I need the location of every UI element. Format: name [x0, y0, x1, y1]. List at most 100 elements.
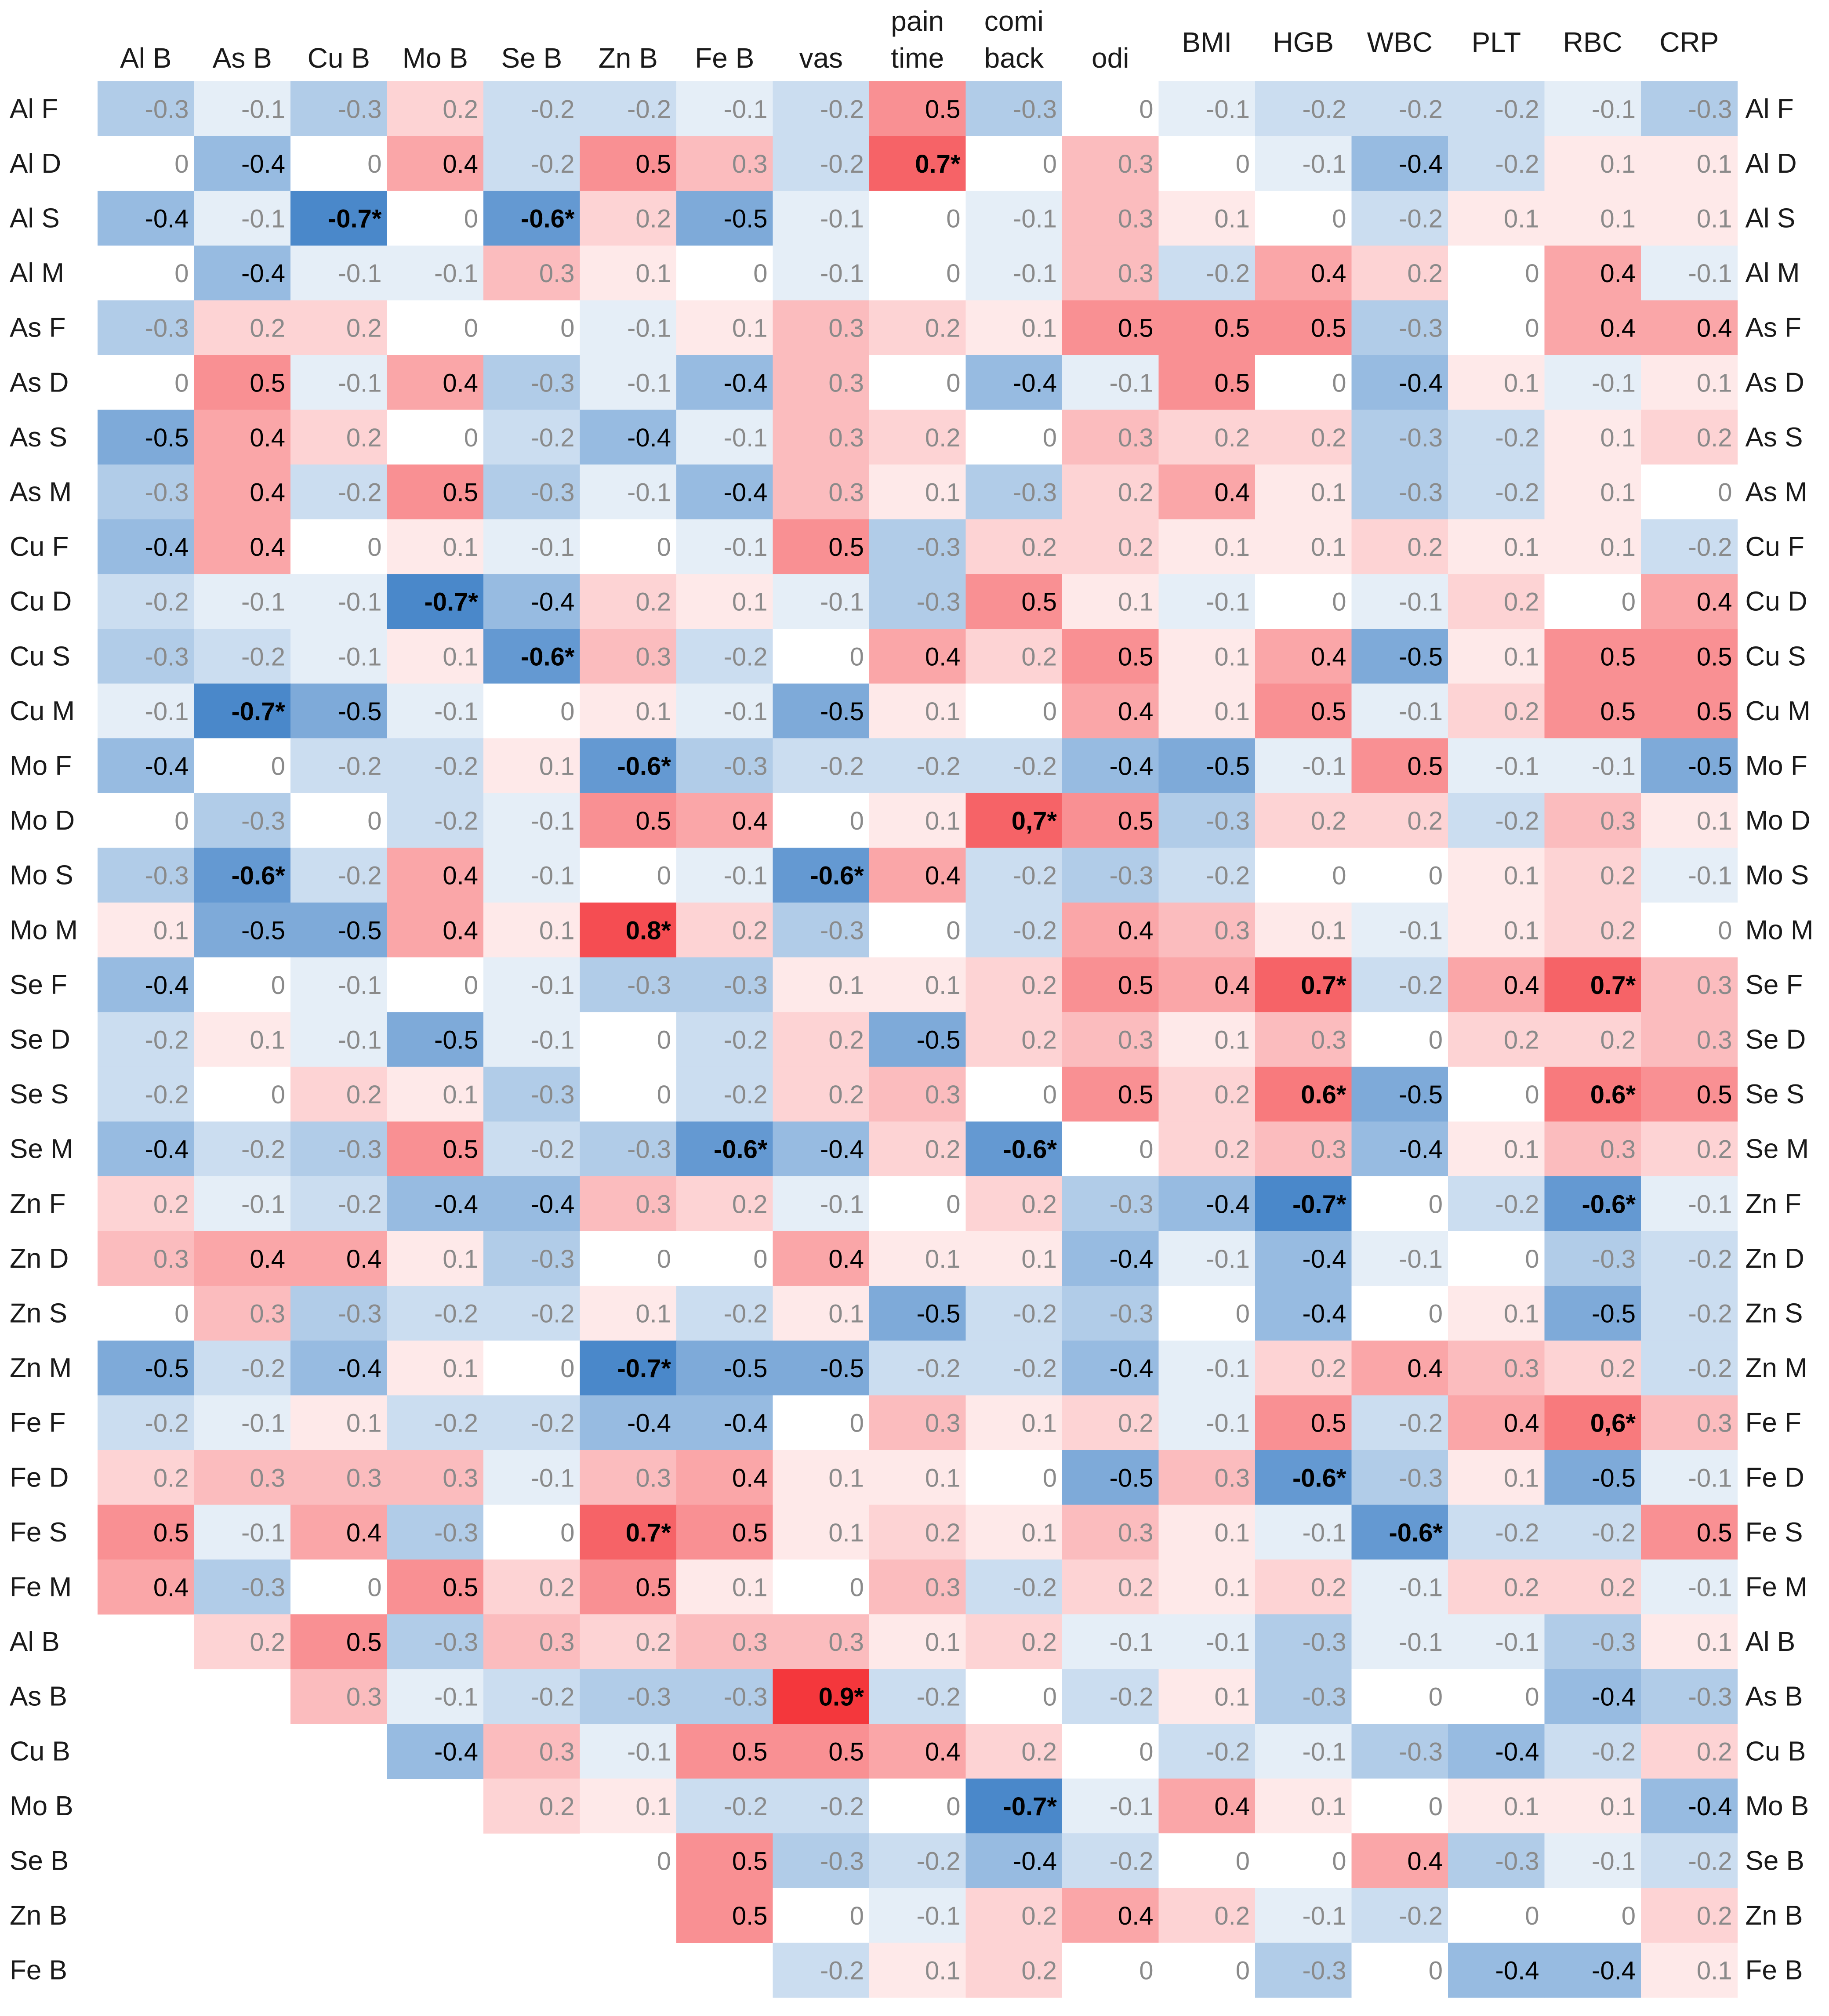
- cell-value: -0.5: [724, 1354, 768, 1383]
- cell-value: -0.2: [917, 752, 961, 781]
- heatmap-cell: [773, 355, 870, 410]
- heatmap-cell: [483, 1450, 581, 1505]
- heatmap-cell: [1448, 519, 1545, 574]
- heatmap-cell: [1062, 1450, 1159, 1505]
- cell-value: 0.4: [1214, 971, 1250, 1000]
- cell-value: -0.4: [1303, 1300, 1346, 1328]
- cell-value: -0.3: [627, 971, 671, 1000]
- cell-value: 0.5: [1311, 1409, 1346, 1438]
- heatmap-cell: [290, 191, 388, 246]
- cell-value: 0.1: [1697, 150, 1732, 178]
- heatmap-cell: [1062, 683, 1159, 739]
- heatmap-cell: [773, 136, 870, 191]
- heatmap-cell: [1351, 1340, 1448, 1396]
- heatmap-cell: [1255, 245, 1352, 301]
- cell-value: 0.1: [443, 1245, 478, 1273]
- heatmap-cell: [676, 738, 773, 794]
- heatmap-cell: [483, 1066, 581, 1122]
- cell-value: -0.4: [1399, 1135, 1443, 1164]
- cell-value: -0.3: [1303, 1683, 1346, 1711]
- heatmap-cell: [483, 1012, 581, 1067]
- heatmap-cell: [1158, 1669, 1256, 1724]
- heatmap-cell: [869, 1176, 966, 1232]
- heatmap-cell: [483, 957, 581, 1012]
- heatmap-cells: -0.3 -0.1 -0.3 0.2 -0.2 -0.2 -0.1 -0.2 0.5 -0.3 0 -…: [98, 81, 1738, 1998]
- heatmap-cell: [1351, 191, 1448, 246]
- cell-value: -0.1: [1592, 752, 1636, 781]
- cell-value: -0.2: [241, 1354, 285, 1383]
- heatmap-cell: [387, 1614, 484, 1669]
- cell-value: 0.2: [635, 205, 671, 233]
- cell-value: -0.1: [1399, 1574, 1443, 1602]
- heatmap-cell: [773, 1559, 870, 1615]
- heatmap-cell: [1062, 355, 1159, 410]
- cell-value: -0.5: [1592, 1300, 1636, 1328]
- heatmap-cell: [194, 738, 291, 794]
- cell-value: 0.4: [443, 369, 478, 397]
- heatmap-cell: [1158, 1121, 1256, 1177]
- cell-value: -0.2: [145, 588, 189, 616]
- cell-value: -0.1: [1495, 1628, 1539, 1657]
- heatmap-cell: [580, 1176, 677, 1232]
- heatmap-cell: [290, 957, 388, 1012]
- heatmap-cell: [483, 464, 581, 520]
- cell-value: 0.4: [1118, 1902, 1154, 1930]
- heatmap-cell: [1544, 464, 1641, 520]
- heatmap-cell: [1062, 245, 1159, 301]
- cell-value: 0: [1525, 1081, 1539, 1109]
- cell-value: -0.4: [531, 588, 575, 616]
- heatmap-cell: [580, 1833, 677, 1889]
- cell-value: 0: [1429, 1683, 1443, 1711]
- heatmap-cell: [1158, 1505, 1256, 1560]
- cell-value: -0.2: [1399, 1902, 1443, 1930]
- cell-value: 0: [464, 205, 478, 233]
- cell-value: -0.5: [1399, 1081, 1443, 1109]
- cell-value: 0.2: [1697, 1737, 1732, 1766]
- heatmap-cell: [194, 245, 291, 301]
- heatmap-cell: [194, 1505, 291, 1560]
- cell-value: 0: [850, 1902, 864, 1930]
- row-label-right-mo-b: Mo B: [1746, 1791, 1809, 1821]
- heatmap-cell: [1641, 1833, 1738, 1889]
- heatmap-cell: [1351, 136, 1448, 191]
- cell-value: -0.2: [1495, 150, 1539, 178]
- cell-value: 0.3: [1118, 205, 1154, 233]
- cell-value: 0.5: [732, 1519, 768, 1547]
- heatmap-cell: [1448, 1450, 1545, 1505]
- cell-value: -0.4: [1495, 1737, 1539, 1766]
- heatmap-cell: [1641, 1286, 1738, 1341]
- heatmap-cell: [290, 355, 388, 410]
- heatmap-cell: [1351, 1286, 1448, 1341]
- heatmap-cell: [1255, 738, 1352, 794]
- heatmap-cell: [194, 574, 291, 629]
- heatmap-cell: [773, 1614, 870, 1669]
- heatmap-cell: [580, 903, 677, 958]
- heatmap-cell: [965, 81, 1063, 137]
- cell-value: 0.5: [635, 150, 671, 178]
- heatmap-cell: [98, 355, 195, 410]
- heatmap-cell: [1062, 1176, 1159, 1232]
- heatmap-cell: [387, 1012, 484, 1067]
- heatmap-cell: [387, 81, 484, 137]
- cell-value: -0.1: [1688, 259, 1732, 288]
- cell-value: -0.2: [1495, 1190, 1539, 1218]
- heatmap-cell: [1544, 848, 1641, 903]
- heatmap-cell: [869, 1888, 966, 1943]
- cell-value: -0.5: [1399, 642, 1443, 671]
- heatmap-cell: [773, 1340, 870, 1396]
- heatmap-cell: [869, 1395, 966, 1450]
- heatmap-cell: [483, 738, 581, 794]
- cell-value: 0.1: [539, 752, 575, 781]
- heatmap-cell: [1641, 848, 1738, 903]
- heatmap-cell: [1641, 519, 1738, 574]
- heatmap-cell: [1544, 957, 1641, 1012]
- heatmap-cell: [1641, 464, 1738, 520]
- cell-value: 0.2: [1021, 1902, 1057, 1930]
- cell-value: -0.6*: [617, 752, 671, 781]
- heatmap-cell: [1544, 1888, 1641, 1943]
- heatmap-cell: [1351, 1066, 1448, 1122]
- cell-value: 0,6*: [1590, 1409, 1636, 1438]
- cell-value: 0.4: [1697, 588, 1732, 616]
- cell-value: -0.1: [241, 1190, 285, 1218]
- row-label-se-f: Se F: [10, 970, 67, 1000]
